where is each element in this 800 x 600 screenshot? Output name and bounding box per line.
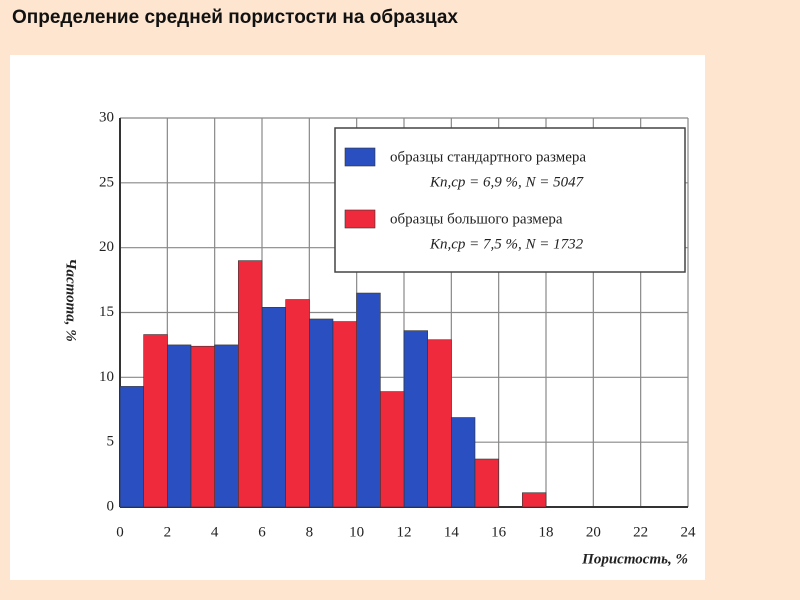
legend-box [334,127,686,273]
x-tick-label: 4 [211,524,219,540]
y-tick-label: 20 [99,239,114,255]
x-tick-label: 0 [116,524,124,540]
y-tick-label: 30 [99,109,114,125]
x-tick-label: 16 [491,524,507,540]
y-tick-label: 25 [99,174,114,190]
x-tick-label: 22 [633,524,648,540]
legend-detail: Kп,ср = 7,5 %, N = 1732 [429,236,584,252]
bar [285,299,310,508]
bar [309,318,334,508]
y-tick-label: 5 [107,434,115,450]
bar [214,344,239,508]
bar [403,330,428,508]
y-tick-label: 15 [99,304,114,320]
bar [119,386,144,508]
bar [451,417,476,508]
y-tick-label: 0 [107,498,115,514]
x-tick-label: 14 [444,524,460,540]
legend-label: образцы большого размера [390,211,563,227]
x-tick-label: 2 [164,524,172,540]
y-tick-label: 10 [99,369,114,385]
x-tick-label: 20 [586,524,601,540]
x-tick-label: 6 [258,524,266,540]
bar [143,334,168,508]
y-axis-label: Частота, % [63,258,79,342]
bar [474,458,499,508]
legend-swatch [344,209,376,229]
slide-title: Определение средней пористости на образц… [12,7,458,28]
x-tick-label: 18 [539,524,554,540]
x-tick-label: 24 [681,524,697,540]
bar [238,260,263,508]
x-tick-label: 12 [397,524,412,540]
legend-detail: Kп,ср = 6,9 %, N = 5047 [429,174,585,190]
legend-label: образцы стандартного размера [390,149,586,165]
bar [261,307,286,508]
bar [332,321,357,508]
bar [522,492,547,508]
bar [190,345,215,508]
bar [427,339,452,508]
legend-swatch [344,147,376,167]
bar [356,292,381,508]
bar [380,391,405,508]
x-tick-label: 8 [306,524,314,540]
bar [167,344,192,508]
x-tick-label: 10 [349,524,364,540]
x-axis-label: Пористость, % [581,551,688,567]
